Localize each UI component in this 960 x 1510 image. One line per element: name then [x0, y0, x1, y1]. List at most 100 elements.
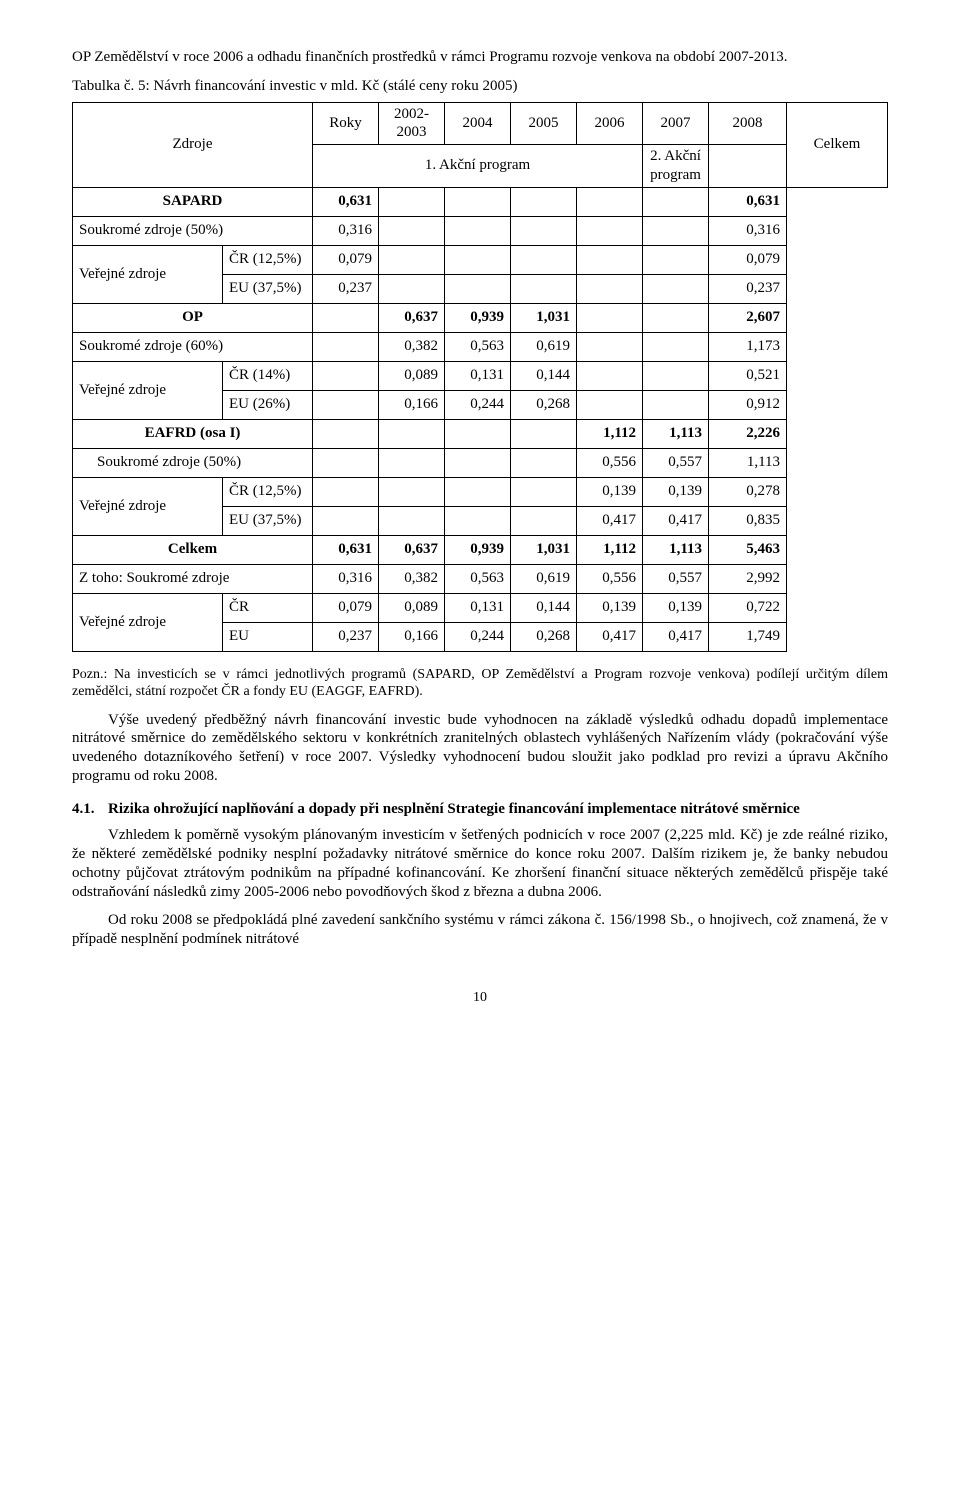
cell: 0,139: [643, 477, 709, 506]
hdr-2008: 2008: [709, 102, 787, 145]
cell: 0,417: [643, 506, 709, 535]
table-body: SAPARD0,6310,631Soukromé zdroje (50%)0,3…: [73, 187, 888, 651]
cell: [313, 332, 379, 361]
row-label: OP: [73, 303, 313, 332]
cell: 0,316: [313, 564, 379, 593]
table-caption: Tabulka č. 5: Návrh financování investic…: [72, 77, 888, 96]
cell: 0,079: [313, 245, 379, 274]
cell: [577, 187, 643, 216]
cell: [379, 216, 445, 245]
cell: [511, 419, 577, 448]
cell: [577, 332, 643, 361]
table-row: Veřejné zdrojeČR (14%)0,0890,1310,1440,5…: [73, 361, 888, 390]
cell: 0,417: [643, 622, 709, 651]
cell: 0,556: [577, 448, 643, 477]
cell: [445, 477, 511, 506]
hdr-roky: Roky: [313, 102, 379, 145]
table-row: Soukromé zdroje (50%)0,3160,316: [73, 216, 888, 245]
cell: [313, 303, 379, 332]
cell: [643, 332, 709, 361]
row-sub-label: ČR: [223, 593, 313, 622]
cell: [445, 419, 511, 448]
hdr-2006: 2006: [577, 102, 643, 145]
cell: [445, 187, 511, 216]
table-row: EAFRD (osa I)1,1121,1132,226: [73, 419, 888, 448]
body-paragraph-2: Vzhledem k poměrně vysokým plánovaným in…: [72, 826, 888, 901]
cell: 0,139: [577, 477, 643, 506]
cell: [445, 245, 511, 274]
cell: 1,112: [577, 419, 643, 448]
cell: 0,939: [445, 535, 511, 564]
cell: 0,166: [379, 390, 445, 419]
cell: [577, 274, 643, 303]
cell: 0,278: [709, 477, 787, 506]
cell: 0,417: [577, 506, 643, 535]
row-label: SAPARD: [73, 187, 313, 216]
table-row: Z toho: Soukromé zdroje0,3160,3820,5630,…: [73, 564, 888, 593]
cell: 0,382: [379, 332, 445, 361]
cell: [313, 361, 379, 390]
row-label: EAFRD (osa I): [73, 419, 313, 448]
cell: 0,244: [445, 390, 511, 419]
hdr-zdroje: Zdroje: [73, 102, 313, 187]
cell: 1,113: [643, 535, 709, 564]
cell: [643, 390, 709, 419]
cell: [511, 274, 577, 303]
cell: [577, 216, 643, 245]
row-group-label: Veřejné zdroje: [73, 245, 223, 303]
cell: [379, 506, 445, 535]
cell: 0,722: [709, 593, 787, 622]
hdr-ap2: 2. Akční program: [643, 145, 709, 188]
cell: [643, 245, 709, 274]
section-number: 4.1.: [72, 800, 108, 819]
cell: 0,237: [313, 622, 379, 651]
cell: 0,268: [511, 622, 577, 651]
cell: 0,089: [379, 593, 445, 622]
hdr-2005: 2005: [511, 102, 577, 145]
cell: 0,619: [511, 332, 577, 361]
cell: 0,131: [445, 361, 511, 390]
row-group-label: Veřejné zdroje: [73, 477, 223, 535]
table-row: Celkem0,6310,6370,9391,0311,1121,1135,46…: [73, 535, 888, 564]
table-row: SAPARD0,6310,631: [73, 187, 888, 216]
row-sub-label: ČR (12,5%): [223, 245, 313, 274]
cell: [577, 303, 643, 332]
cell: [511, 187, 577, 216]
row-label: Celkem: [73, 535, 313, 564]
cell: 0,563: [445, 332, 511, 361]
cell: 1,113: [709, 448, 787, 477]
hdr-2007: 2007: [643, 102, 709, 145]
cell: [313, 477, 379, 506]
footnote: Pozn.: Na investicích se v rámci jednotl…: [72, 666, 888, 701]
cell: [577, 361, 643, 390]
cell: [643, 274, 709, 303]
cell: 0,268: [511, 390, 577, 419]
cell: 0,079: [709, 245, 787, 274]
cell: 0,144: [511, 361, 577, 390]
cell: 2,226: [709, 419, 787, 448]
cell: 1,112: [577, 535, 643, 564]
cell: 0,139: [643, 593, 709, 622]
cell: [511, 448, 577, 477]
cell: [577, 245, 643, 274]
intro-paragraph: OP Zemědělství v roce 2006 a odhadu fina…: [72, 48, 888, 67]
row-label: Soukromé zdroje (60%): [73, 332, 313, 361]
table-row: OP0,6370,9391,0312,607: [73, 303, 888, 332]
cell: [313, 419, 379, 448]
cell: 1,749: [709, 622, 787, 651]
row-sub-label: ČR (12,5%): [223, 477, 313, 506]
cell: 0,631: [313, 187, 379, 216]
cell: [445, 448, 511, 477]
body-paragraph-1: Výše uvedený předběžný návrh financování…: [72, 711, 888, 786]
cell: 0,563: [445, 564, 511, 593]
cell: [511, 506, 577, 535]
cell: [643, 216, 709, 245]
cell: [379, 187, 445, 216]
row-group-label: Veřejné zdroje: [73, 593, 223, 651]
cell: 0,637: [379, 535, 445, 564]
cell: [445, 506, 511, 535]
hdr-2002: 2002-2003: [379, 102, 445, 145]
table-row: Soukromé zdroje (50%)0,5560,5571,113: [73, 448, 888, 477]
cell: 1,031: [511, 535, 577, 564]
hdr-2004: 2004: [445, 102, 511, 145]
